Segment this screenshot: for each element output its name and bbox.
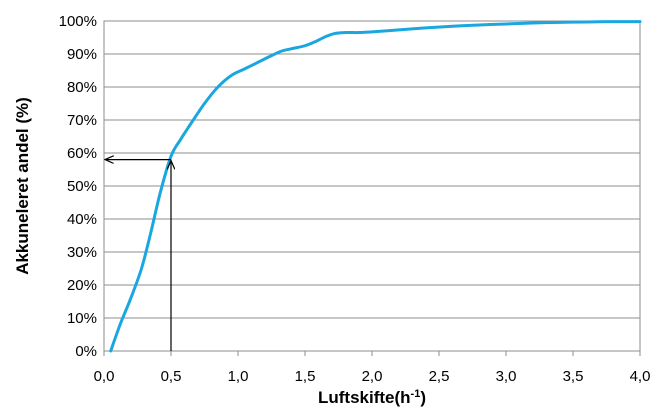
x-axis-ticks: 0,0 0,5 1,0 1,5 2,0 2,5 3,0 3,5 4,0	[94, 351, 651, 385]
y-axis-ticks: 0% 10% 20% 30% 40% 50% 60% 70% 80% 90% 100%	[59, 13, 97, 360]
x-tick-label: 3,0	[496, 368, 517, 385]
y-tick-label: 60%	[67, 145, 97, 162]
y-tick-label: 100%	[59, 13, 97, 30]
x-tick-label: 2,0	[362, 368, 383, 385]
y-tick-label: 70%	[67, 112, 97, 129]
series-line	[109, 20, 642, 353]
y-tick-label: 80%	[67, 79, 97, 96]
y-tick-label: 10%	[67, 310, 97, 327]
y-axis-title: Akkuneleret andel (%)	[13, 97, 32, 275]
x-tick-label: 1,5	[295, 368, 316, 385]
x-tick-label: 4,0	[630, 368, 651, 385]
y-tick-label: 0%	[75, 343, 97, 360]
x-tick-label: 0,5	[161, 368, 182, 385]
x-tick-label: 1,0	[228, 368, 249, 385]
y-tick-label: 40%	[67, 211, 97, 228]
x-axis-title: Luftskifte(h-1)	[318, 388, 426, 407]
grid-lines	[104, 20, 640, 352]
x-tick-label: 2,5	[429, 368, 450, 385]
y-tick-label: 30%	[67, 244, 97, 261]
x-tick-label: 0,0	[94, 368, 115, 385]
y-tick-label: 50%	[67, 178, 97, 195]
x-tick-label: 3,5	[563, 368, 584, 385]
y-tick-label: 20%	[67, 277, 97, 294]
y-tick-label: 90%	[67, 46, 97, 63]
